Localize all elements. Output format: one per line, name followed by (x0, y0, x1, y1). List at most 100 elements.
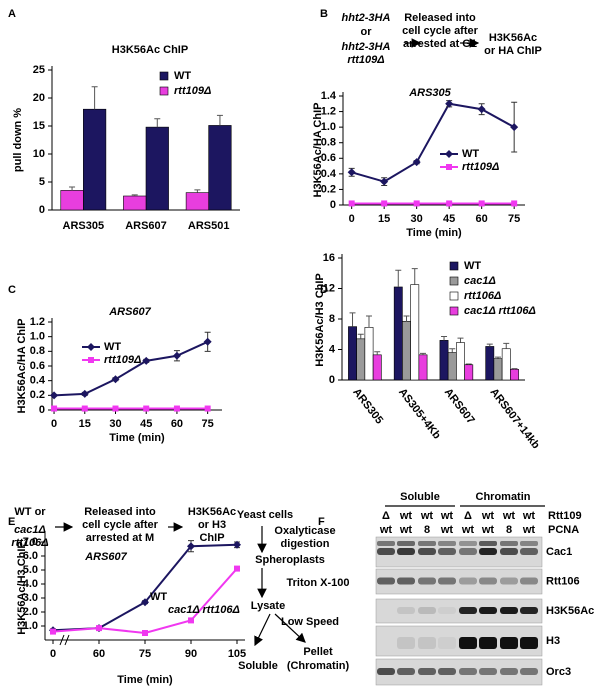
lane-label: wt (481, 510, 495, 522)
x-tick-label: 30 (109, 418, 121, 430)
error-bar (131, 194, 138, 196)
procedure-step: digestion (281, 538, 330, 550)
y-tick-label: 5.0 (23, 564, 38, 576)
y-axis-label: H3K56Ac/H3 ChIP (16, 541, 28, 635)
bar (372, 354, 382, 381)
point (87, 343, 95, 351)
legend-swatch (159, 71, 169, 81)
legend-label: WT (462, 148, 479, 160)
x-tick-label: 15 (378, 213, 390, 225)
band (418, 637, 436, 649)
point (381, 200, 388, 207)
panel-label: F (318, 516, 325, 528)
lane-label: wt (461, 524, 475, 536)
point (380, 177, 389, 186)
bar (493, 358, 503, 381)
procedure-step: Triton X-100 (287, 577, 350, 589)
band (520, 541, 538, 546)
bar (393, 286, 403, 381)
y-tick-label: 0 (330, 199, 336, 211)
point (478, 200, 485, 207)
bar (348, 326, 357, 381)
y-tick-label: 12 (323, 282, 335, 294)
diagram-text: WT or (14, 506, 46, 518)
x-tick-label: 75 (508, 213, 520, 225)
error-bar (69, 186, 76, 191)
band (520, 548, 538, 555)
point (141, 598, 149, 607)
bar (456, 342, 465, 381)
procedure-step: (Chromatin) (287, 660, 350, 672)
point (142, 630, 148, 636)
y-tick-label: 6.0 (23, 550, 38, 562)
y-tick-label: 0.8 (321, 137, 336, 149)
error-bar (449, 348, 456, 353)
blot-label: H3 (546, 635, 560, 647)
y-tick-label: 25 (33, 64, 45, 76)
point (412, 158, 421, 167)
legend-swatch (449, 291, 459, 301)
point (88, 357, 94, 363)
bar (123, 195, 147, 211)
y-tick-label: 4 (329, 343, 336, 355)
y-tick-label: 10 (33, 148, 45, 160)
bar (145, 126, 169, 211)
bar (83, 108, 107, 211)
diagram-text: arrested at M (86, 532, 154, 544)
procedure-step: Oxalyticase (274, 525, 335, 537)
diagram-text: Released into (84, 506, 156, 518)
point (203, 337, 212, 346)
band (418, 548, 436, 555)
diagram-text: cell cycle after (402, 25, 479, 37)
diagram-text: Released into (404, 12, 476, 24)
bar (60, 190, 84, 211)
panel-label: D (320, 284, 328, 296)
x-axis-label: Time (min) (109, 432, 165, 444)
y-tick-label: 0.4 (321, 168, 337, 180)
legend-swatch (449, 261, 459, 271)
point (188, 617, 194, 624)
legend-label: rtt106Δ (464, 290, 501, 302)
y-tick-label: 2.0 (23, 606, 38, 618)
y-tick-label: 7.0 (23, 536, 38, 548)
band (520, 668, 538, 675)
point (50, 628, 56, 635)
lane-label: wt (502, 510, 516, 522)
y-tick-label: 1.2 (321, 105, 336, 117)
diagram-text: arrested at G1 (403, 38, 477, 50)
band (397, 577, 415, 585)
point (96, 625, 102, 632)
band (479, 577, 497, 585)
bar (356, 338, 366, 381)
band (459, 548, 477, 555)
band (520, 607, 538, 614)
x-tick-label: 75 (139, 648, 151, 660)
band (500, 548, 518, 555)
legend-label: WT (104, 341, 121, 353)
lane-label: wt (522, 510, 536, 522)
band (418, 577, 436, 585)
point (112, 405, 119, 412)
diagram-text: cell cycle after (82, 519, 159, 531)
panel-label: E (8, 516, 15, 528)
procedure-step: Lysate (251, 600, 285, 612)
diagram-text: cac1Δ (14, 524, 46, 536)
blot-label: H3K56Ac (546, 605, 594, 617)
point (511, 200, 518, 207)
band (479, 607, 497, 614)
point (173, 405, 180, 412)
x-tick-label: 60 (171, 418, 183, 430)
point (477, 105, 486, 114)
diagram-text: rtt106Δ (11, 537, 48, 549)
y-axis-label: H3K56Ac/H3 ChIP (314, 273, 326, 367)
error-bar (194, 189, 201, 193)
band (438, 637, 456, 649)
legend-label: cac1Δ rtt106Δ (464, 305, 536, 317)
axis-break (59, 634, 70, 646)
lane-label: Δ (382, 510, 390, 522)
band (418, 668, 436, 675)
y-tick-label: 0.4 (30, 375, 46, 387)
point (510, 123, 519, 132)
band (418, 541, 436, 546)
error-bar (374, 351, 381, 355)
